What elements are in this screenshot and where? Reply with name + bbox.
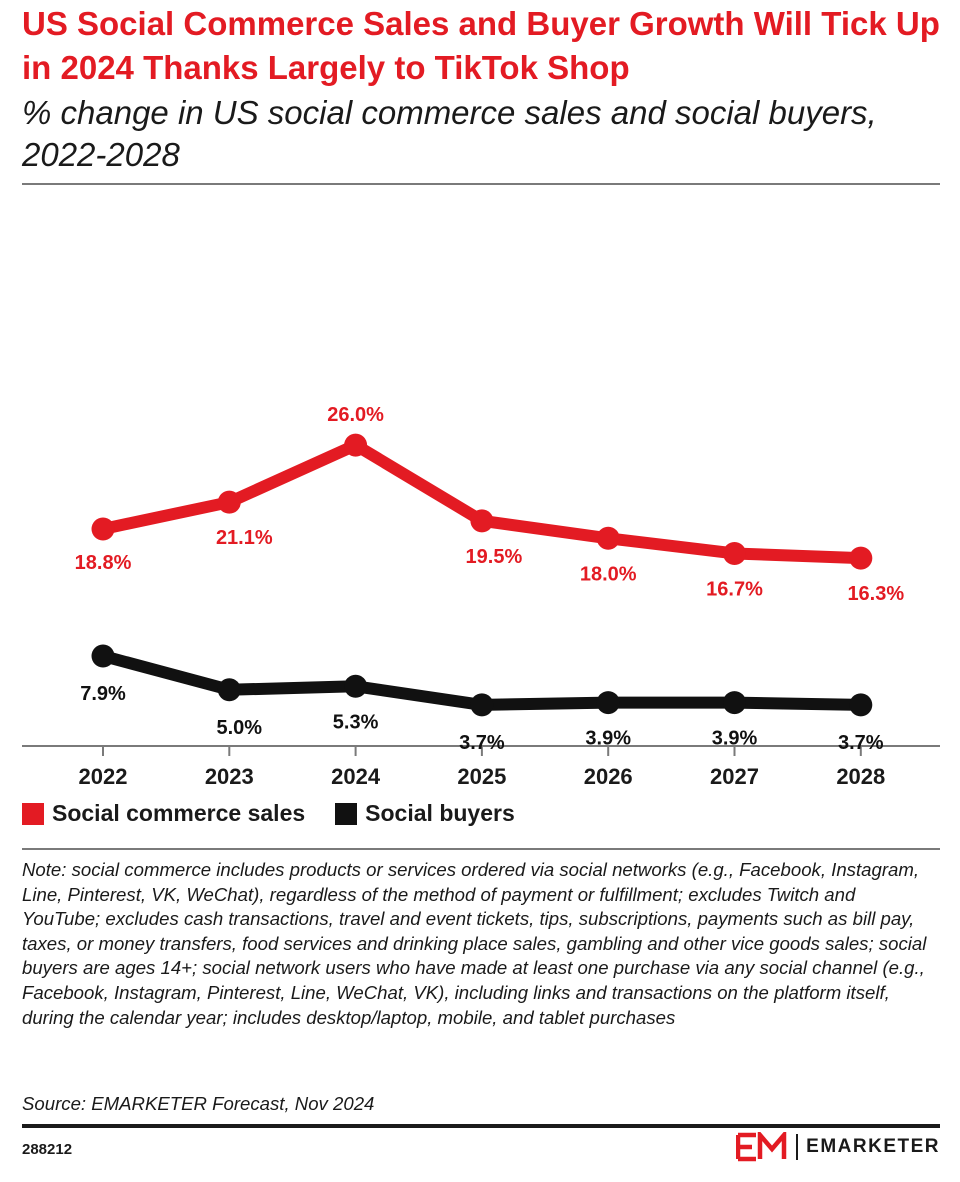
em-logo-icon xyxy=(736,1132,787,1162)
data-label: 26.0% xyxy=(327,404,384,426)
legend-swatch-sales xyxy=(22,802,44,825)
x-tick-label: 2023 xyxy=(205,764,254,789)
line-chart: 2022 2023 2024 2025 2026 2027 2028 18.8% 21.1% 26… xyxy=(22,404,940,789)
legend-label-sales: Social commerce sales xyxy=(52,800,306,826)
legend-item-buyers: Social buyers xyxy=(335,800,515,827)
legend-item-sales: Social commerce sales xyxy=(22,800,305,827)
data-point xyxy=(217,490,241,514)
data-point xyxy=(217,678,241,702)
data-label: 16.3% xyxy=(847,583,904,605)
x-tick-label: 2027 xyxy=(710,764,759,789)
data-point xyxy=(470,509,494,533)
data-point xyxy=(91,644,115,668)
data-label: 5.3% xyxy=(333,711,379,733)
data-label: 18.0% xyxy=(580,563,637,585)
data-point xyxy=(723,541,746,565)
data-label: 7.9% xyxy=(80,683,126,705)
brand-name: EMARKETER xyxy=(806,1136,940,1157)
data-point xyxy=(470,693,494,717)
legend-swatch-buyers xyxy=(335,802,358,825)
x-tick-label: 2026 xyxy=(584,764,633,789)
data-label: 21.1% xyxy=(216,527,273,549)
brand-divider xyxy=(796,1134,799,1160)
data-label: 3.7% xyxy=(838,732,884,754)
data-label: 3.7% xyxy=(459,732,505,754)
data-label: 16.7% xyxy=(706,578,763,600)
source-line: Source: EMARKETER Forecast, Nov 2024 xyxy=(22,1093,375,1114)
x-tick-label: 2028 xyxy=(836,764,885,789)
footnote: Note: social commerce includes products … xyxy=(22,859,927,1028)
data-label: 3.9% xyxy=(712,728,758,750)
header-rule xyxy=(22,183,940,185)
x-tick-label: 2024 xyxy=(331,764,381,789)
data-point xyxy=(344,674,368,698)
brand-logo: EMARKETER xyxy=(736,1132,940,1162)
footer-rule xyxy=(22,1124,940,1128)
data-point xyxy=(344,433,368,457)
data-point xyxy=(596,526,620,550)
x-tick-label: 2025 xyxy=(457,764,506,789)
data-point xyxy=(596,691,620,715)
data-label: 3.9% xyxy=(585,728,631,750)
data-point xyxy=(849,693,873,717)
chart-title: US Social Commerce Sales and Buyer Growt… xyxy=(22,5,940,86)
data-point xyxy=(849,546,873,570)
data-point xyxy=(723,691,746,715)
note-rule xyxy=(22,848,940,850)
data-label: 5.0% xyxy=(217,717,263,739)
data-label: 19.5% xyxy=(466,546,523,568)
chart-subtitle: % change in US social commerce sales and… xyxy=(22,94,877,173)
data-point xyxy=(91,517,115,541)
data-label: 18.8% xyxy=(75,552,132,574)
x-tick-label: 2022 xyxy=(79,764,128,789)
chart-legend: Social commerce sales Social buyers xyxy=(22,800,545,827)
legend-label-buyers: Social buyers xyxy=(365,800,515,826)
chart-id: 288212 xyxy=(22,1141,73,1158)
